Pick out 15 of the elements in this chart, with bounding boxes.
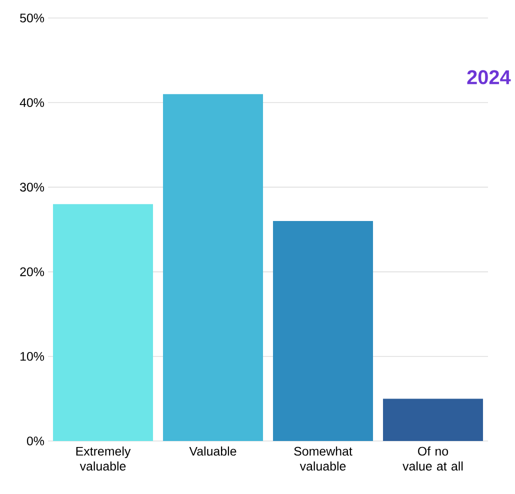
x-tick-label: Somewhat valuable bbox=[294, 446, 352, 471]
x-tick-label: Extremely valuable bbox=[76, 446, 131, 471]
y-tick-label: 40% bbox=[20, 98, 44, 108]
y-tick-label: 50% bbox=[20, 14, 44, 22]
y-tick-label: 10% bbox=[20, 352, 44, 361]
x-tick-label: Valuable bbox=[189, 446, 236, 456]
y-tick-label: 0% bbox=[26, 436, 44, 446]
y-tick-label: 30% bbox=[20, 182, 44, 192]
bar bbox=[273, 221, 373, 441]
x-tick-label: Of no value at all bbox=[402, 446, 463, 471]
annotation: 2024 bbox=[467, 70, 511, 84]
y-tick-label: 20% bbox=[20, 267, 44, 276]
bar bbox=[53, 204, 153, 441]
bar bbox=[163, 94, 263, 441]
bar bbox=[383, 398, 483, 441]
